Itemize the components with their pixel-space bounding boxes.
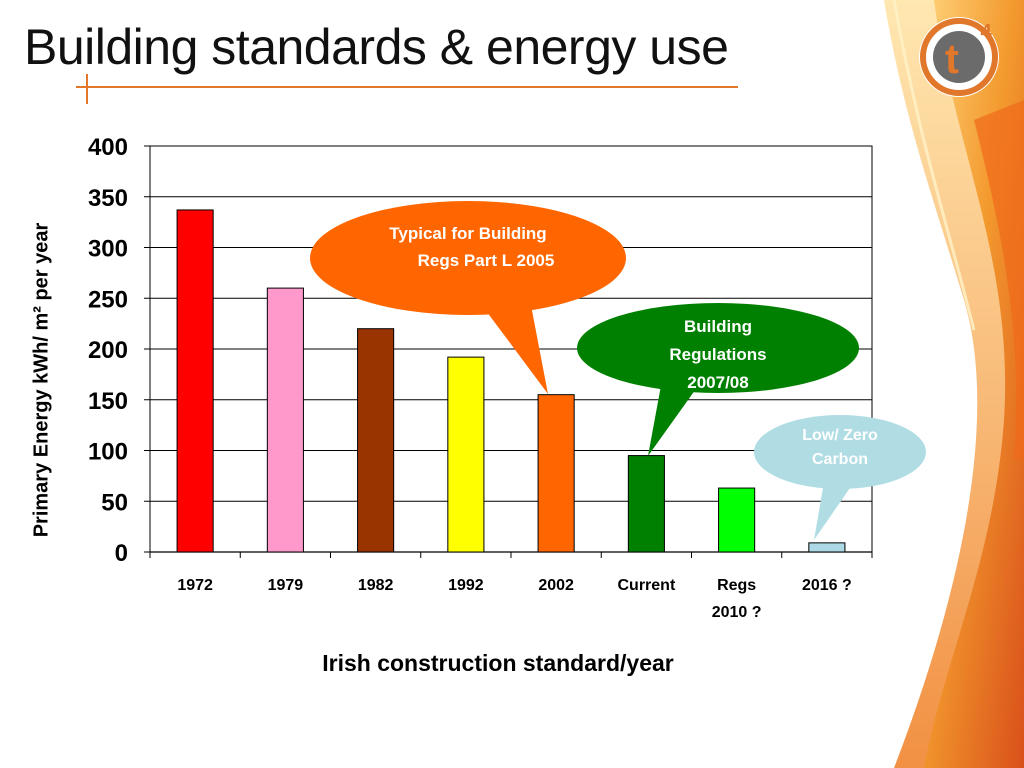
y-tick-label: 300 — [88, 236, 128, 263]
bar-1992 — [447, 356, 485, 553]
x-tick-label: 1992 — [448, 577, 484, 594]
callout-text: Typical for Building — [389, 224, 546, 243]
x-tick-label: 1979 — [268, 577, 304, 594]
callout-text: Regulations — [669, 345, 766, 364]
callout-text: Building — [684, 317, 752, 336]
decorative-swirl-background — [884, 0, 1024, 768]
y-tick-label: 350 — [88, 185, 128, 212]
x-tick-label: 1982 — [358, 577, 394, 594]
bar-1982 — [357, 328, 395, 553]
callout-bubble — [754, 415, 926, 489]
callout-tail — [814, 482, 852, 540]
bar-1972 — [176, 209, 214, 553]
y-tick-label: 50 — [101, 489, 128, 516]
logo-letter: t — [945, 35, 959, 82]
y-tick-label: 150 — [88, 388, 128, 415]
x-tick-label: Current — [617, 577, 675, 594]
callout-text: Regs Part L 2005 — [418, 251, 555, 270]
y-tick-label: 400 — [88, 134, 128, 161]
y-tick-label: 100 — [88, 439, 128, 466]
callout-bubble — [310, 201, 626, 315]
t4-logo: t 4 — [919, 17, 999, 97]
bar-2002 — [537, 394, 575, 553]
title-underline-tick — [86, 74, 88, 104]
x-axis-label: Irish construction standard/year — [322, 650, 674, 676]
y-tick-label: 0 — [115, 540, 128, 567]
callout-text: 2007/08 — [687, 373, 748, 392]
y-tick-label: 200 — [88, 337, 128, 364]
callout-text: Low/ Zero — [802, 427, 878, 444]
bar-regs-2010 — [718, 487, 756, 553]
x-tick-label: Regs — [717, 577, 756, 594]
callout-tail — [478, 300, 548, 394]
callout-tail — [648, 380, 698, 456]
logo-superscript: 4 — [980, 21, 992, 43]
bar-2016 — [808, 542, 846, 553]
x-tick-label: 2010 ? — [712, 604, 762, 621]
slide-title: Building standards & energy use — [24, 19, 729, 75]
bar-1979 — [266, 287, 304, 553]
x-tick-label: 2016 ? — [802, 577, 852, 594]
callout-text: Carbon — [812, 451, 868, 468]
bar-current — [627, 455, 665, 553]
x-tick-label: 2002 — [538, 577, 574, 594]
y-tick-label: 250 — [88, 286, 128, 313]
x-tick-label: 1972 — [177, 577, 213, 594]
callout-bubble — [577, 303, 859, 393]
title-underline — [76, 86, 738, 88]
